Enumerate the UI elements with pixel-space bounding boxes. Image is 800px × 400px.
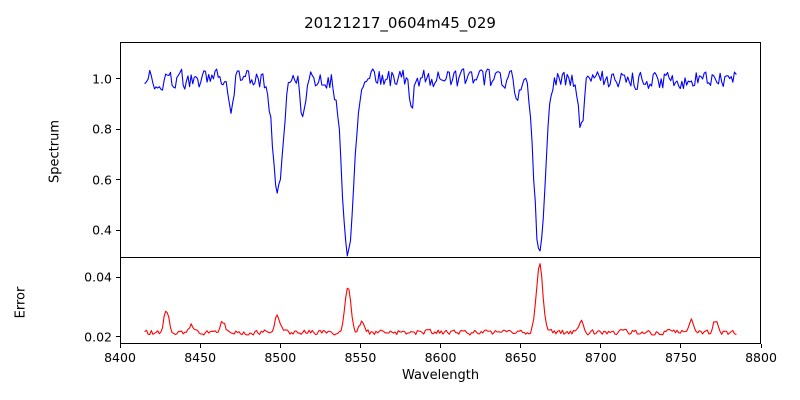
xtick-mark [279,344,281,348]
xtick-label: 8400 [104,350,136,365]
xtick-mark [440,344,442,348]
spectrum-plot-panel [120,42,761,258]
spectrum-ytick-label: 1.0 [92,71,112,87]
xtick-label: 8600 [424,350,457,365]
error-ytick-mark [116,276,120,278]
spectrum-ytick-label: 0.8 [92,121,112,137]
xtick-label: 8650 [504,350,537,365]
error-ytick-label: 0.02 [84,329,112,345]
xtick-mark [680,344,682,348]
x-axis-label: Wavelength [401,368,480,383]
xtick-label: 8550 [344,350,377,365]
xtick-label: 8800 [745,350,777,365]
spectrum-ytick-label: 0.6 [92,172,112,188]
xtick-label: 8450 [184,350,217,365]
xtick-label: 8700 [584,350,617,365]
spectrum-ytick-label: 0.4 [92,222,112,238]
spectrum-ytick-mark [116,179,120,181]
spectrum-ytick-mark [116,128,120,130]
xtick-mark [199,344,201,348]
xtick-mark [760,344,762,348]
error-data-line [144,263,737,336]
error-ytick-label: 0.04 [84,269,112,285]
xtick-mark [359,344,361,348]
xtick-mark [119,344,121,348]
error-plot-panel [120,257,761,344]
xtick-mark [520,344,522,348]
spectrum-data-line [144,68,737,257]
xtick-label: 8500 [264,350,297,365]
spectrum-canvas [144,68,737,257]
error-canvas [144,263,737,336]
spectrum-ytick-mark [116,78,120,80]
spectrum-y-axis-label: Spectrum [47,120,63,183]
spectrum-ytick-mark [116,229,120,231]
xtick-mark [600,344,602,348]
xtick-label: 8750 [664,350,697,365]
error-ytick-mark [116,336,120,338]
page-title: 20121217_0604m45_029 [304,14,496,32]
